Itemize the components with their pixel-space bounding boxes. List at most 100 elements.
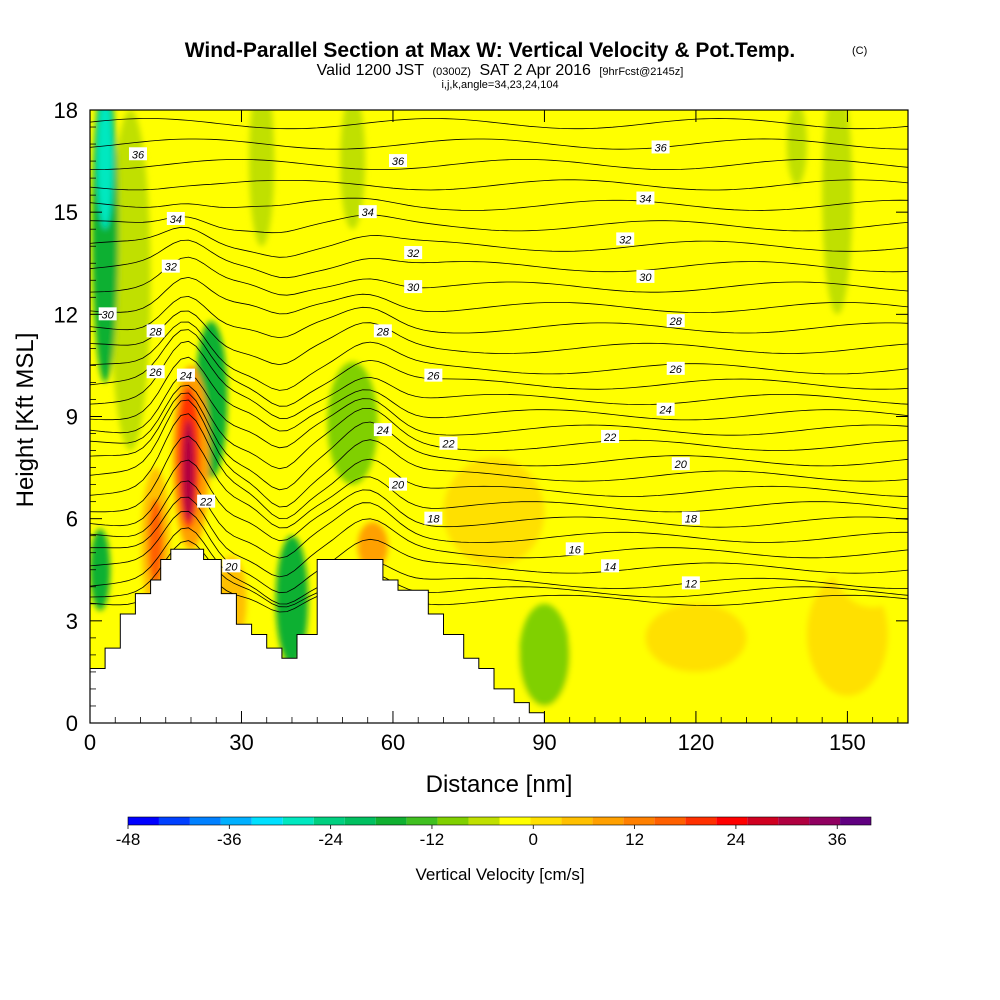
contour-label-box <box>404 280 423 294</box>
colorbar-swatch <box>747 817 779 825</box>
colorbar-swatch <box>654 817 686 825</box>
contour-label-text: 30 <box>407 282 420 294</box>
colorbar-swatch <box>158 817 190 825</box>
theta-contour-line <box>90 321 908 391</box>
contour-label-box <box>681 576 700 590</box>
theta-contour-line <box>90 435 908 529</box>
colorbar-swatch <box>778 817 810 825</box>
contour-label-text: 28 <box>669 316 683 328</box>
colorbar-swatch <box>128 817 159 825</box>
colorbar-swatch <box>468 817 500 825</box>
theta-contour-line <box>90 496 908 578</box>
theta-contour-line <box>90 179 908 191</box>
contour-label-text: 14 <box>604 561 616 573</box>
contour-label-box <box>373 423 392 437</box>
contour-label-box <box>671 457 690 471</box>
contour-label-text: 22 <box>441 439 454 451</box>
updraft-ridge <box>357 522 388 570</box>
theta-contour-line <box>90 239 908 279</box>
contour-label-text: 30 <box>102 309 115 321</box>
weak-updraft-patch <box>443 457 545 567</box>
contour-label: 24 <box>176 368 195 383</box>
theta-contour-line <box>90 392 908 491</box>
colorbar-swatch <box>592 817 624 825</box>
contour-label-text: 36 <box>392 156 405 168</box>
colorbar-swatch <box>809 817 841 825</box>
colorbar-label: Vertical Velocity [cm/s] <box>415 865 584 884</box>
chart-subtitle: Valid 1200 JST (0300Z) SAT 2 Apr 2016 [9… <box>317 62 684 79</box>
weak-updraft-patch <box>685 423 888 492</box>
colorbar-swatch <box>437 817 469 825</box>
theta-contour-line <box>90 295 908 339</box>
contour-label-text: 28 <box>376 326 390 338</box>
chart-title: Wind-Parallel Section at Max W: Vertical… <box>185 39 796 62</box>
valid-date: SAT 2 Apr 2016 <box>479 62 591 79</box>
contour-label-box <box>358 205 377 219</box>
colorbar-swatch <box>282 817 314 825</box>
contour-label-text: 18 <box>427 514 440 526</box>
theta-contour-line <box>90 372 908 449</box>
contour-label-text: 20 <box>391 480 405 492</box>
theta-contour-line <box>90 384 908 470</box>
grid-params: i,j,k,angle=34,23,24,104 <box>441 79 558 91</box>
theta-contour-line <box>90 276 908 315</box>
valid-zulu: (0300Z) <box>432 66 471 78</box>
theta-contour-line <box>90 340 908 419</box>
y-tick-label: 12 <box>54 302 78 327</box>
contour-label: 34 <box>636 191 655 206</box>
contour-label: 20 <box>389 477 408 492</box>
contour-label: 26 <box>146 365 165 379</box>
contour-label-text: 34 <box>639 194 651 206</box>
theta-contour-line <box>90 118 908 130</box>
contour-label-box <box>666 314 685 328</box>
colorbar-swatch <box>716 817 748 825</box>
contour-label-text: 32 <box>619 234 631 246</box>
contour-label-box <box>681 511 700 525</box>
colorbar-tick-label: 36 <box>828 830 847 849</box>
plot-area: 12 14 16 18 18 20 20 20 22 22 22 24 24 24 26 26 26 28 28 28… <box>90 110 908 723</box>
weak-downdraft-patch <box>339 110 366 230</box>
downdraft-slope <box>90 528 111 611</box>
theta-contour-line <box>90 555 908 613</box>
contour-label: 34 <box>358 205 377 219</box>
contour-label: 28 <box>146 324 165 338</box>
contour-label: 34 <box>166 211 185 226</box>
contour-label: 32 <box>161 259 180 274</box>
contour-label: 22 <box>439 436 458 451</box>
contour-label-text: 36 <box>654 142 667 154</box>
weak-updraft-patch <box>832 511 908 608</box>
y-tick-label: 6 <box>66 507 78 532</box>
contour-label: 30 <box>636 269 655 284</box>
contour-label-box <box>161 259 180 273</box>
theta-contours <box>90 118 908 613</box>
contour-label-box <box>424 368 443 382</box>
contour-label-box <box>146 324 165 338</box>
forecast-label: [9hrFcst@2145z] <box>599 66 683 78</box>
contour-label-box <box>176 368 195 382</box>
contour-label: 14 <box>601 559 620 573</box>
colorbar-swatch <box>685 817 717 825</box>
y-tick-label: 3 <box>66 609 78 634</box>
colorbar-swatch <box>220 817 252 825</box>
colorbar-tick-label: -36 <box>217 830 242 849</box>
theta-contour-line <box>90 480 908 559</box>
terrain <box>90 548 545 723</box>
theta-contour-line <box>90 197 908 211</box>
contour-label-text: 24 <box>659 405 672 417</box>
contour-label-box <box>666 361 685 375</box>
contour-label-box <box>656 402 675 416</box>
updraft-main-core <box>182 419 195 523</box>
contour-label-box <box>373 324 392 338</box>
colorbar-swatch <box>344 817 376 825</box>
colorbar-swatch <box>313 817 345 825</box>
y-tick-label: 18 <box>54 98 78 123</box>
contour-label-box <box>601 429 620 443</box>
contour-label-text: 20 <box>224 561 238 573</box>
colorbar-tick-label: 24 <box>726 830 745 849</box>
y-axis-label: Height [Kft MSL] <box>12 333 39 508</box>
weak-updraft-patch <box>645 603 747 672</box>
x-tick-label: 90 <box>532 730 556 755</box>
contour-label-text: 22 <box>603 432 616 444</box>
